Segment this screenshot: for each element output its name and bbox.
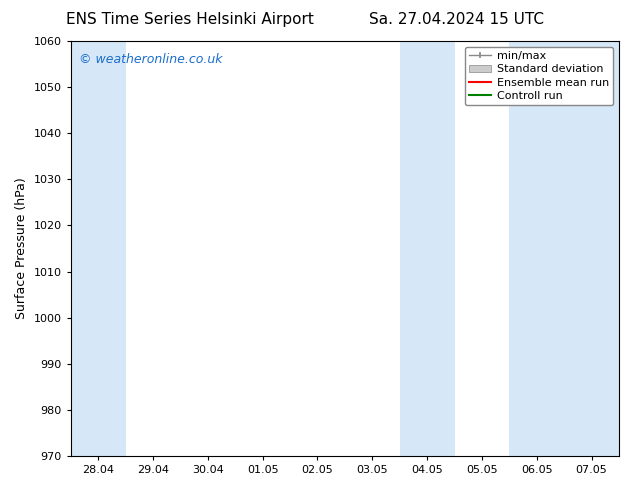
Text: Sa. 27.04.2024 15 UTC: Sa. 27.04.2024 15 UTC: [369, 12, 544, 27]
Bar: [509, 41, 619, 456]
Legend: min/max, Standard deviation, Ensemble mean run, Controll run: min/max, Standard deviation, Ensemble me…: [465, 47, 614, 105]
Text: © weatheronline.co.uk: © weatheronline.co.uk: [79, 53, 223, 67]
Y-axis label: Surface Pressure (hPa): Surface Pressure (hPa): [15, 178, 28, 319]
Bar: [71, 41, 126, 456]
Text: ENS Time Series Helsinki Airport: ENS Time Series Helsinki Airport: [67, 12, 314, 27]
Bar: [399, 41, 455, 456]
